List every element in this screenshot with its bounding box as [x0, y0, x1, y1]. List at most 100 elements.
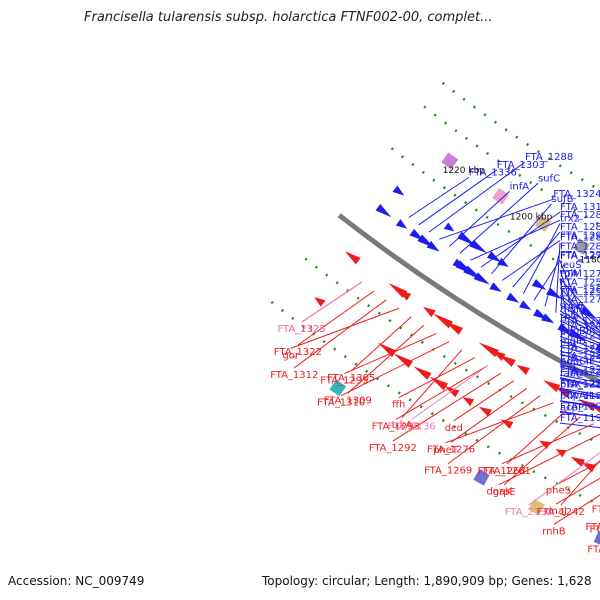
- plus-gene-leader-20: [559, 278, 600, 325]
- minus-gene-leader-1: [297, 290, 375, 346]
- plus-gene-label: FTA_1288: [525, 152, 573, 163]
- plus-gene-leader-26: [559, 310, 600, 334]
- plus-gene-label: FTA_1217: [560, 380, 600, 391]
- minus-gene-leader-21: [558, 461, 600, 485]
- minus-gene-leader-4: [350, 316, 412, 372]
- plus-track-b-feature-4: [487, 251, 502, 263]
- plus-gene-leader-11: [522, 223, 561, 294]
- plus-gene-label: pdpBII: [560, 326, 592, 337]
- minus-gene-label: FTA_1246: [587, 544, 600, 555]
- minus-track-a-feature-10: [543, 380, 561, 392]
- plus-track-a-feature-4: [426, 240, 440, 252]
- scale-tick-label: 1220 kbp: [443, 166, 486, 176]
- plus-gene-label: rpsI: [560, 311, 579, 322]
- category-block-7: [593, 530, 600, 547]
- plus-gene-leader-35: [559, 353, 600, 367]
- minus-track-a-feature-11: [554, 386, 571, 398]
- plus-gene-leader-17: [559, 260, 590, 332]
- plus-gene-leader-29: [559, 325, 600, 344]
- plus-gene-label: FTA_1282: [560, 222, 600, 233]
- rna-gene-leader-0: [301, 281, 362, 323]
- backbone-arc: [337, 213, 600, 385]
- minus-gene-label: FTA_1325: [277, 324, 325, 335]
- minus-gene-leader-15: [445, 402, 554, 444]
- plus-gene-leader-33: [559, 374, 600, 384]
- plus-track-a-feature-13: [541, 313, 555, 324]
- minus-track-b-feature-8: [500, 419, 514, 429]
- plus-gene-leader-15: [559, 278, 568, 319]
- plus-gene-label: FTA_1230: [560, 341, 600, 352]
- scale-tick-label: 1200 kbp: [510, 212, 553, 222]
- minus-gene-leader-11: [392, 372, 502, 442]
- plus-gene-label: trx2: [560, 214, 580, 225]
- plus-gene-label: FTA_1297: [560, 231, 600, 242]
- plus-gene-leader-25: [559, 320, 600, 340]
- plus-gene-label: FTA_1198: [560, 391, 600, 402]
- plus-gene-label: FTA_1285: [560, 233, 600, 244]
- plus-track-a-feature-9: [489, 282, 502, 292]
- category-block-5: [473, 469, 490, 486]
- minus-gene-leader-5: [347, 324, 425, 394]
- minus-gene-leader-12: [453, 380, 515, 422]
- minus-gene-label: rnhB: [542, 526, 566, 537]
- minus-gene-leader-8: [401, 349, 463, 419]
- plus-gene-leader-6: [470, 219, 561, 261]
- minus-track-b-feature-11: [570, 456, 585, 467]
- minus-track-a-feature-9: [516, 364, 530, 375]
- plus-gene-label: sufB: [552, 194, 574, 205]
- plus-gene-leader-2: [428, 161, 526, 233]
- plus-track-a-feature-11: [519, 300, 532, 310]
- minus-gene-leader-22: [555, 477, 600, 505]
- plus-gene-leader-24: [559, 330, 600, 347]
- plus-gene-label: FTA_1336: [469, 168, 517, 179]
- plus-gene-label: plsX: [560, 380, 581, 391]
- gene-tracks: [314, 152, 600, 547]
- plus-gene-leader-13: [544, 251, 561, 307]
- plus-gene-label: FTA_1270: [560, 295, 600, 306]
- minus-gene-label: pheT: [433, 445, 459, 456]
- plus-gene-leader-30: [559, 360, 600, 371]
- minus-track-a-feature-3: [422, 306, 436, 318]
- plus-gene-label: FTA_1259: [560, 355, 600, 366]
- minus-track-b-feature-3: [413, 366, 432, 380]
- category-block-0: [441, 152, 459, 170]
- minus-gene-label: FTA_1268: [478, 466, 526, 477]
- genome-backbone: [270, 81, 600, 507]
- plus-gene-leader-27: [559, 345, 600, 359]
- minus-gene-label: FTA_1245: [589, 525, 600, 536]
- minus-gene-label: pheS: [546, 486, 571, 497]
- category-block-1: [329, 379, 347, 397]
- genome-stats-text: Topology: circular; Length: 1,890,909 bp…: [262, 574, 592, 588]
- plus-gene-leader-22: [559, 304, 600, 332]
- minus-gene-label: FTA_1305: [327, 373, 375, 384]
- plus-gene-leader-19: [559, 287, 600, 332]
- minus-gene-label: FTA_1310: [317, 398, 365, 409]
- minus-gene-label: FTA_1242: [537, 507, 585, 518]
- minus-track-a-feature-2: [398, 289, 412, 301]
- minus-gene-label: FTA_1312: [270, 370, 318, 381]
- plus-gene-leader-4: [449, 190, 510, 247]
- minus-track-a-feature-13: [592, 406, 600, 418]
- plus-gene-leader-3: [439, 198, 554, 240]
- plus-gene-label: FTA_1244: [560, 321, 600, 332]
- plus-gene-label: fabD: [560, 369, 584, 380]
- minus-gene-label: FTA_1250: [592, 505, 600, 516]
- minus-gene-leader-17: [503, 416, 581, 486]
- minus-track-a-feature-8: [498, 354, 516, 367]
- minus-gene-leader-6: [344, 333, 437, 375]
- plus-gene-leader-1: [418, 169, 498, 226]
- plus-gene-leader-31: [559, 350, 600, 364]
- plus-gene-label: acpP: [560, 402, 584, 413]
- category-block-6: [528, 499, 545, 516]
- plus-gene-label: FTA_1255: [560, 287, 600, 298]
- minus-track-a-feature-7: [491, 350, 506, 361]
- minus-gene-leader-23: [553, 494, 600, 525]
- minus-gene-label: dnaK: [487, 487, 513, 498]
- minus-gene-label: dcd: [445, 423, 463, 434]
- plus-gene-leader-28: [559, 335, 600, 352]
- minus-gene-label: trkA: [392, 420, 413, 431]
- plus-gene-label: FTA_1272: [560, 269, 600, 280]
- minus-track-a-feature-6: [478, 342, 500, 358]
- minus-gene-leader-10: [395, 365, 488, 420]
